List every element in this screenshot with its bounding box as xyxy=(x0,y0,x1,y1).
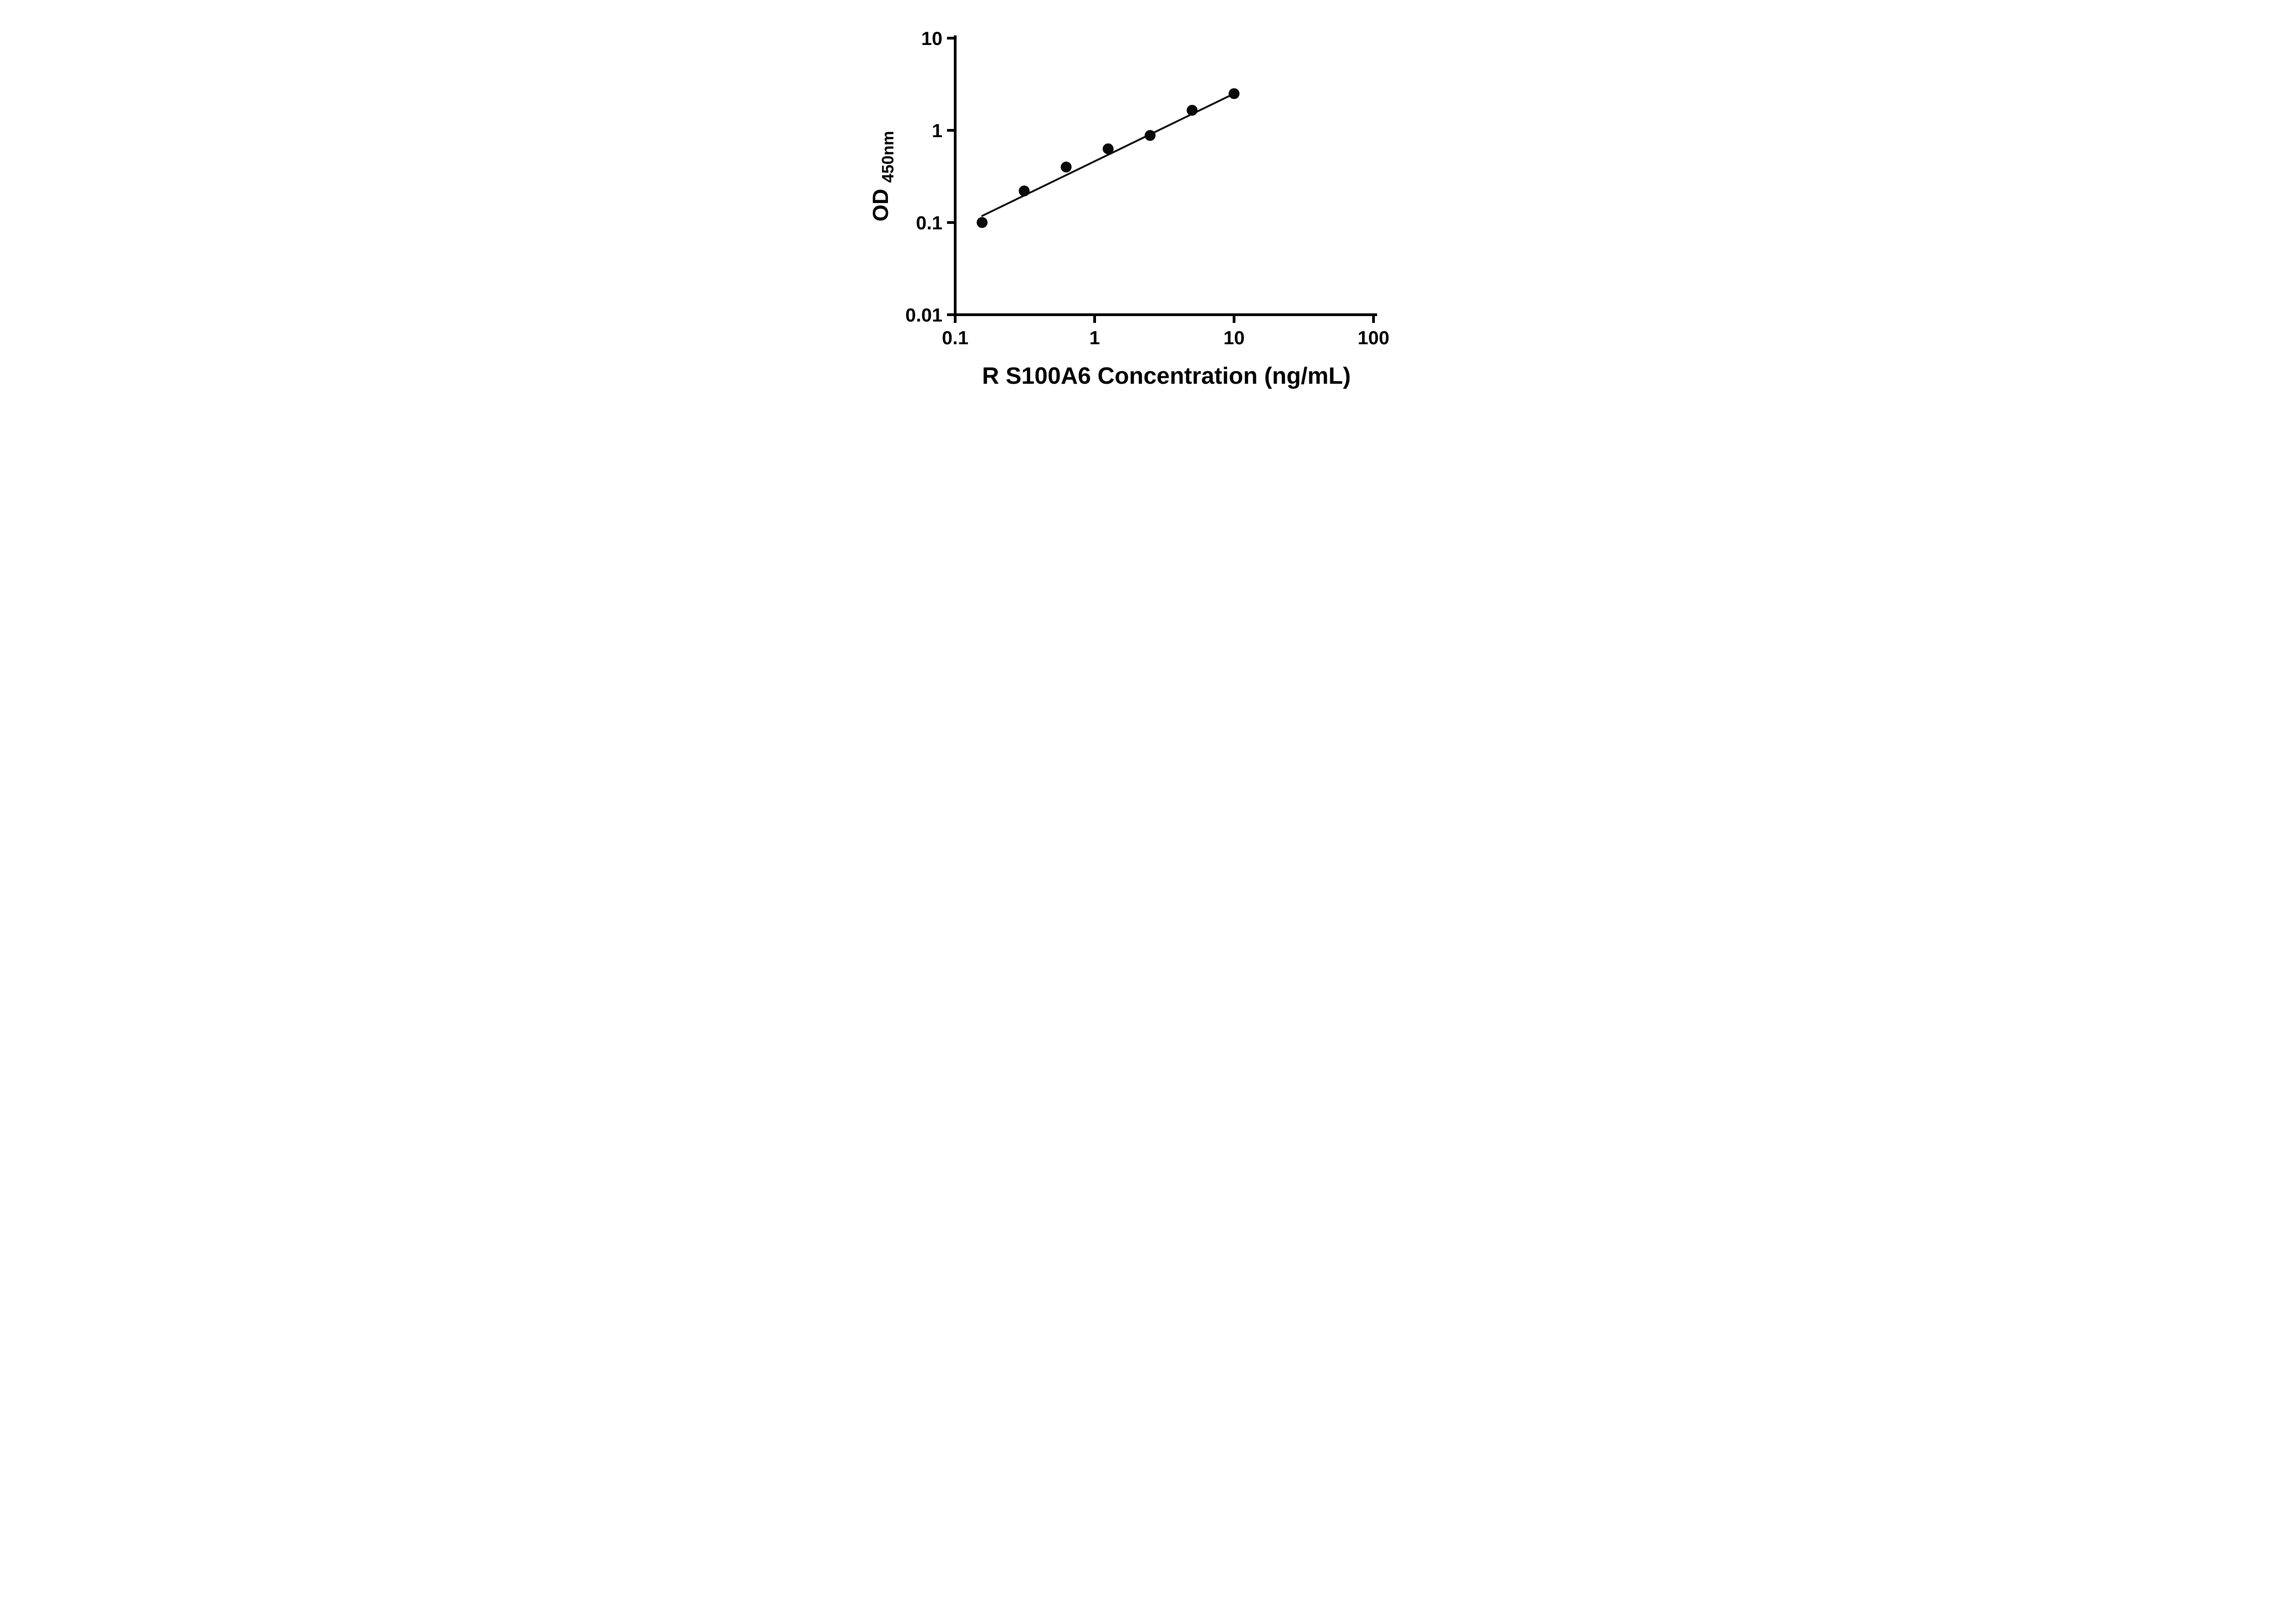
data-point xyxy=(1144,130,1155,141)
y-tick-label: 1 xyxy=(932,120,942,141)
data-point xyxy=(1060,161,1071,173)
x-tick-label: 1 xyxy=(1089,327,1100,348)
axis-lines xyxy=(953,35,1377,316)
y-tick-label: 0.1 xyxy=(916,212,942,233)
x-axis-title: R S100A6 Concentration (ng/mL) xyxy=(982,363,1351,389)
y-tick-label: 10 xyxy=(921,28,942,49)
data-point xyxy=(1018,185,1030,197)
data-point xyxy=(976,217,987,228)
y-tick-label: 0.01 xyxy=(905,304,942,326)
y-axis-title: OD 450nm xyxy=(869,131,897,221)
standard-curve-figure: 0.1 1 10 100 0.01 0.1 1 10 R S100A6 Concentrati… xyxy=(843,0,1428,406)
x-tick-label: 10 xyxy=(1223,327,1245,348)
y-axis-title-subscript: 450nm xyxy=(878,131,897,183)
y-axis-title-base: OD xyxy=(869,189,893,222)
data-point xyxy=(1228,88,1240,99)
ticks-layer xyxy=(947,37,1375,323)
x-tick-label: 0.1 xyxy=(942,327,968,348)
data-point xyxy=(1186,104,1198,116)
data-point xyxy=(1102,143,1114,154)
data-layer xyxy=(976,88,1240,228)
x-tick-label: 100 xyxy=(1357,327,1389,348)
axes-layer xyxy=(953,35,1377,316)
